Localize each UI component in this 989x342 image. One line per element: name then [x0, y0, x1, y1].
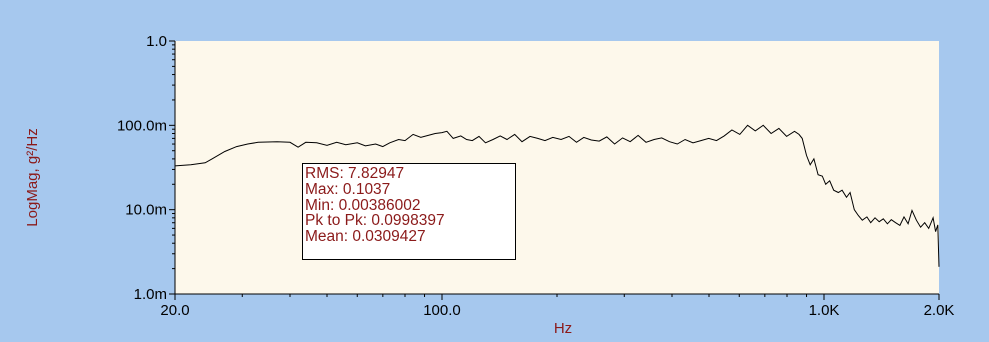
plot-area	[175, 41, 939, 294]
y-axis-label: LogMag, g²/Hz	[24, 128, 41, 226]
stat-min: Min: 0.00386002	[305, 196, 421, 214]
stat-max: Max: 0.1037	[305, 180, 391, 198]
y-tick-label: 10.0m	[125, 202, 167, 219]
stat-pk-to-pk: Pk to Pk: 0.0998397	[305, 212, 445, 230]
axis-ticks	[169, 40, 940, 300]
y-tick-label: 1.0m	[134, 286, 167, 303]
y-tick-label: 1.0	[146, 33, 167, 50]
stat-mean: Mean: 0.0309427	[305, 228, 426, 246]
x-tick-label: 1.0K	[809, 302, 840, 319]
spectrum-trace	[174, 124, 940, 267]
stat-rms: RMS: 7.82947	[305, 165, 405, 182]
x-tick-label: 100.0	[423, 302, 461, 319]
x-tick-label: 20.0	[160, 302, 189, 319]
x-axis-label: Hz	[554, 320, 572, 337]
statistics-box: RMS: 7.82947 Max: 0.1037 Min: 0.00386002…	[302, 163, 516, 260]
y-tick-label: 100.0m	[117, 117, 167, 134]
x-tick-label: 2.0K	[924, 302, 955, 319]
